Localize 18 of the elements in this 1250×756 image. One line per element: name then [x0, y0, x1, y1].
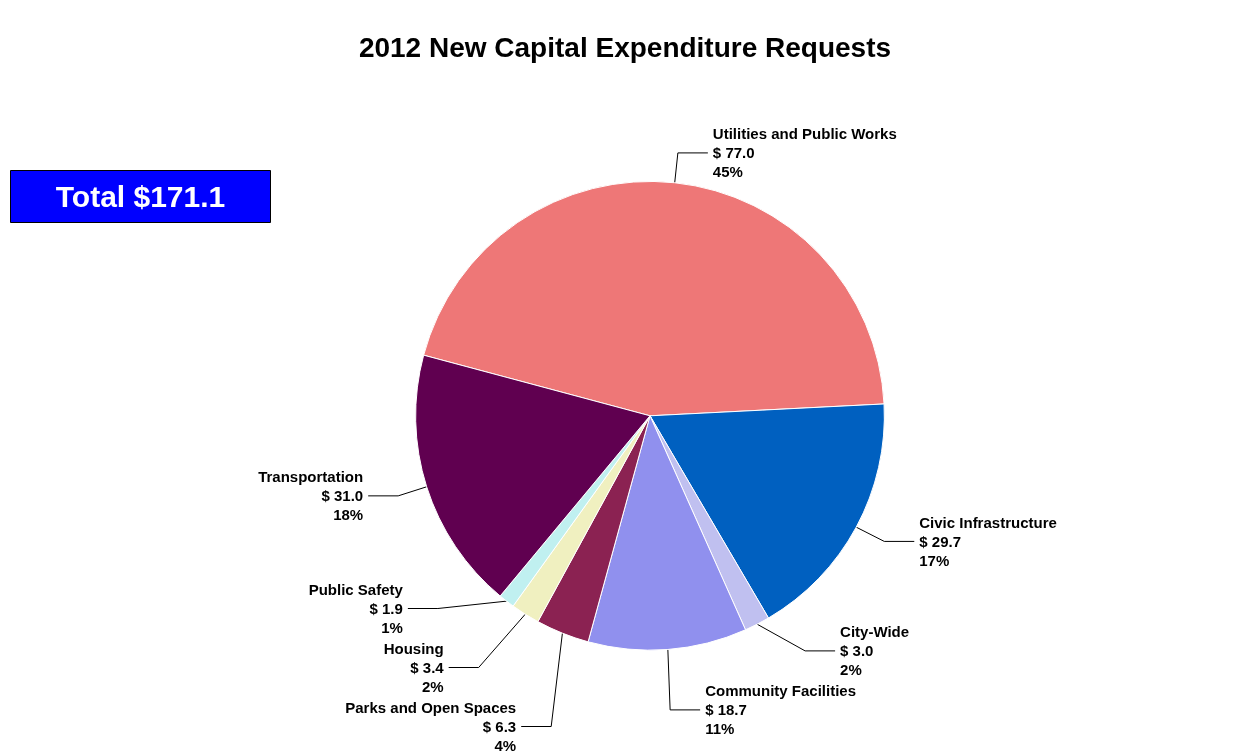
slice-label: Housing [383, 640, 444, 657]
slice-label: Transportation [258, 468, 364, 486]
data-label: $ 77.0 45% [712, 144, 755, 181]
data-label: $ 3.0 2% [840, 642, 874, 679]
slice-label: Utilities and Public Works [712, 125, 897, 143]
data-label: $ 29.7 17% [919, 532, 961, 569]
slice-label: Parks and Open Spaces [345, 699, 517, 716]
data-label: $ 6.3 4% [482, 718, 517, 754]
data-label: $ 18.7 11% [705, 701, 747, 738]
data-label: $ 31.0 18% [321, 487, 364, 524]
slice-label: Community Facilities [705, 682, 857, 700]
slice-label: City-Wide [840, 623, 910, 641]
slice-label: Civic Infrastructure [919, 513, 1057, 531]
data-label: $ 1.9 1% [369, 600, 403, 636]
data-label: $ 3.4 2% [410, 659, 445, 695]
slice-label: Public Safety [308, 581, 404, 598]
chart-title: 2012 New Capital Expenditure Requests [358, 31, 892, 63]
text: Total $171.1 [55, 180, 226, 213]
